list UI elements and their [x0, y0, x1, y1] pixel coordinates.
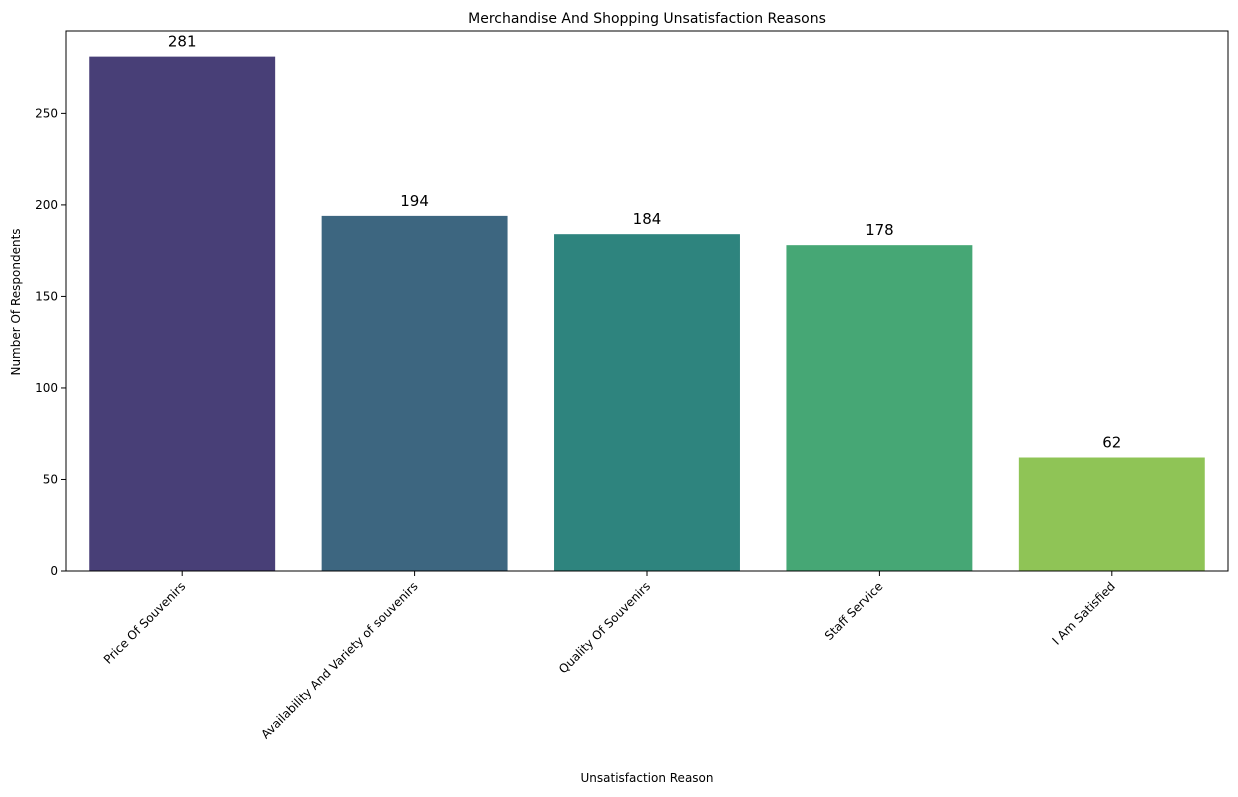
data-label: 62 [1102, 434, 1121, 452]
data-label: 184 [633, 210, 662, 228]
bar [89, 56, 276, 571]
plot-area: 281 Price Of Souvenirs 194 Availability And… [35, 30, 1229, 742]
y-tick-label: 150 [35, 289, 58, 303]
plot-frame [65, 30, 1229, 572]
y-tick-label: 50 [43, 472, 58, 486]
y-tick-label: 250 [35, 106, 58, 120]
x-tick-label: Quality Of Souvenirs [556, 579, 653, 676]
bar [786, 245, 973, 571]
x-tick-label: Staff Service [822, 579, 886, 643]
y-axis-label: Number Of Respondents [9, 228, 23, 375]
y-tick-label: 200 [35, 198, 58, 212]
bar [1018, 457, 1205, 571]
data-label: 178 [865, 221, 894, 239]
x-tick-label: Price Of Souvenirs [101, 579, 189, 667]
bar [321, 215, 508, 572]
chart-title: Merchandise And Shopping Unsatisfaction … [468, 11, 826, 27]
y-tick-label: 100 [35, 381, 58, 395]
x-tick-label: I Am Satisfied [1049, 579, 1118, 648]
bar [554, 234, 740, 571]
x-axis-label: Unsatisfaction Reason [581, 771, 714, 785]
data-label: 194 [400, 192, 429, 210]
data-label: 281 [168, 33, 197, 51]
x-tick-label: Availability And Variety of souvenirs [258, 579, 420, 741]
y-tick-label: 0 [50, 564, 58, 578]
